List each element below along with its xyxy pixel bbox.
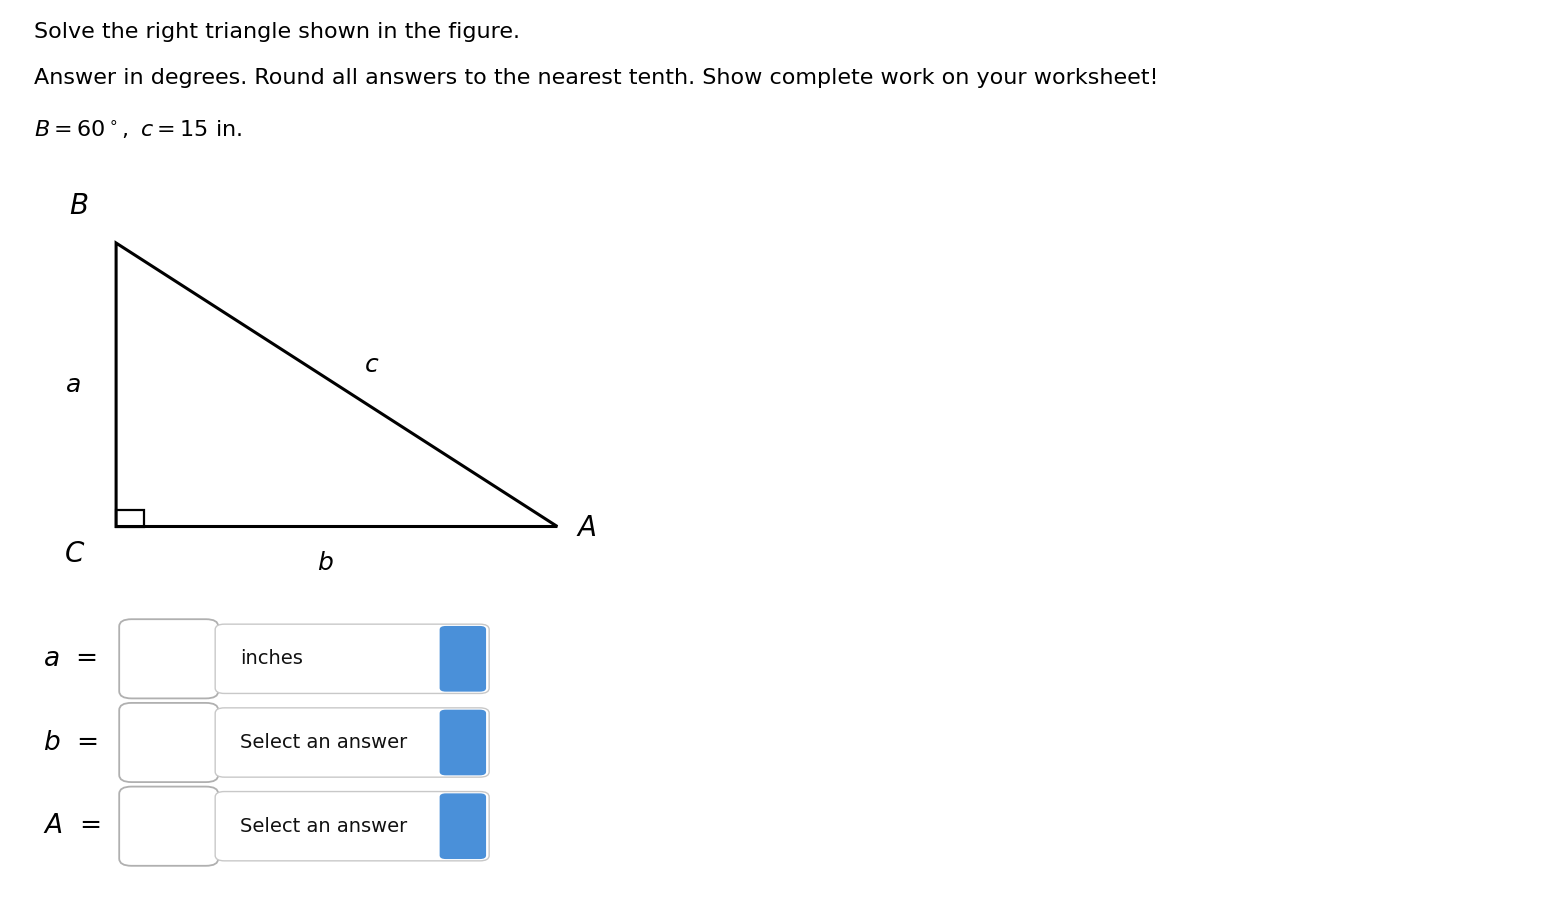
Text: $B$: $B$ [70, 193, 88, 220]
Text: ❯: ❯ [458, 643, 467, 652]
Text: Answer in degrees. Round all answers to the nearest tenth. Show complete work on: Answer in degrees. Round all answers to … [34, 68, 1158, 87]
Text: $c$: $c$ [364, 353, 379, 376]
Text: Select an answer: Select an answer [240, 733, 407, 752]
Text: $A$: $A$ [576, 514, 596, 543]
FancyBboxPatch shape [215, 792, 489, 860]
Text: Solve the right triangle shown in the figure.: Solve the right triangle shown in the fi… [34, 22, 520, 42]
FancyBboxPatch shape [440, 794, 486, 859]
Text: ❯: ❯ [458, 750, 467, 759]
Text: $a$  =: $a$ = [43, 646, 98, 671]
Text: ❯: ❯ [458, 726, 467, 735]
Text: $A$  =: $A$ = [43, 814, 101, 839]
Text: $b$: $b$ [317, 551, 333, 575]
Text: ❯: ❯ [458, 810, 467, 819]
FancyBboxPatch shape [119, 619, 218, 698]
Text: Select an answer: Select an answer [240, 816, 407, 836]
Text: inches: inches [240, 649, 303, 669]
Text: ❯: ❯ [458, 666, 467, 675]
FancyBboxPatch shape [215, 707, 489, 778]
FancyBboxPatch shape [440, 626, 486, 691]
Text: ❯: ❯ [458, 833, 467, 842]
FancyBboxPatch shape [215, 625, 489, 693]
Text: $a$: $a$ [65, 374, 80, 397]
Text: $C$: $C$ [63, 540, 85, 568]
FancyBboxPatch shape [119, 787, 218, 866]
Text: $b$  =: $b$ = [43, 730, 98, 755]
Text: $B = 60^\circ,\ c = 15\ \mathrm{in.}$: $B = 60^\circ,\ c = 15\ \mathrm{in.}$ [34, 119, 241, 141]
FancyBboxPatch shape [440, 709, 486, 776]
FancyBboxPatch shape [119, 703, 218, 782]
